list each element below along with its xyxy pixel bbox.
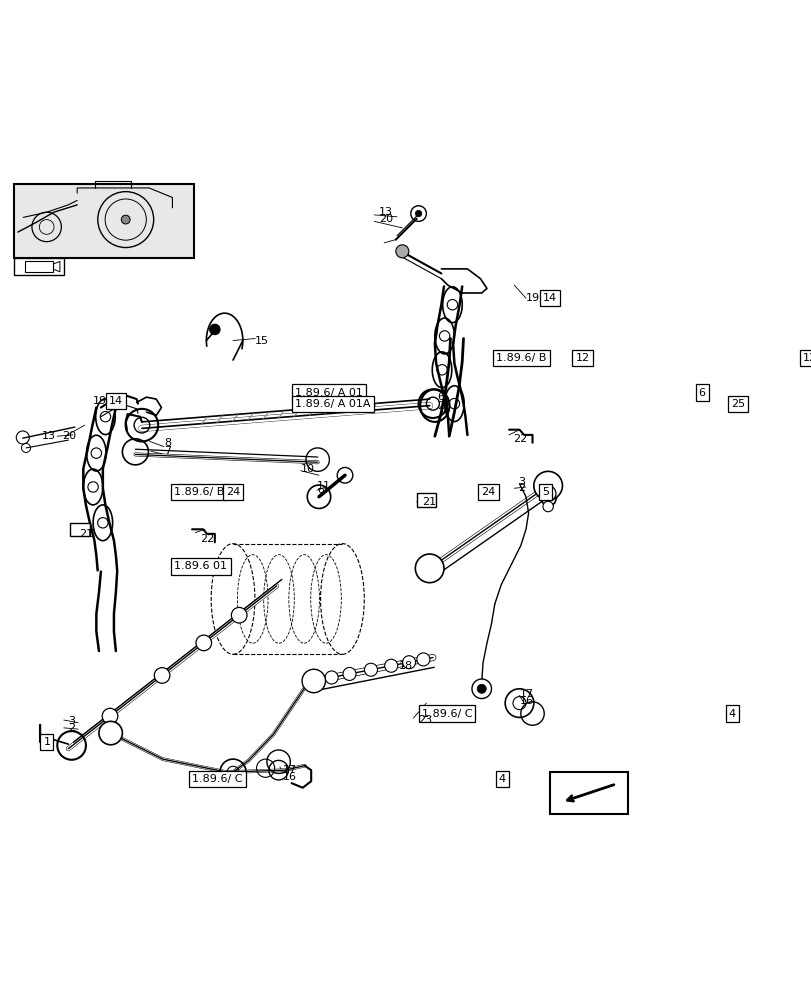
Text: 16: 16 [283,772,297,782]
Text: 7: 7 [164,446,171,456]
Text: 1: 1 [43,737,50,747]
Text: 5: 5 [542,487,548,497]
Text: 12: 12 [575,353,589,363]
Circle shape [414,210,422,217]
Circle shape [477,684,486,693]
Text: 1.89.6 01: 1.89.6 01 [174,561,227,571]
Text: 11: 11 [316,481,331,491]
Text: 1.89.6/ C: 1.89.6/ C [422,709,472,719]
Text: 20: 20 [62,431,76,441]
Circle shape [402,656,415,669]
Circle shape [414,554,444,583]
Text: 19: 19 [92,396,106,406]
Circle shape [416,653,429,666]
Text: 1.89.6/ B: 1.89.6/ B [496,353,546,363]
Text: 17: 17 [283,765,297,775]
Circle shape [324,671,337,684]
Text: 16: 16 [519,696,533,706]
Circle shape [302,669,325,693]
Text: 22: 22 [513,434,526,444]
Text: 2: 2 [517,483,525,493]
Text: 1.89.6/ C: 1.89.6/ C [192,774,242,784]
Bar [15,258,64,275]
Text: 13: 13 [379,207,393,217]
Text: 23: 23 [418,715,431,725]
Text: 15: 15 [255,336,269,346]
Circle shape [342,667,355,680]
Circle shape [195,635,212,651]
Text: 1.89.6/ B: 1.89.6/ B [174,487,225,497]
Text: 21: 21 [422,497,436,507]
Text: 19: 19 [526,293,539,303]
Text: 9: 9 [316,488,324,498]
Text: 6: 6 [697,388,705,398]
Text: 20: 20 [379,214,393,224]
Circle shape [209,324,220,335]
Text: 12: 12 [802,353,811,363]
Text: 3: 3 [68,716,75,726]
Circle shape [533,471,562,500]
Text: 25: 25 [730,399,744,409]
Text: 6: 6 [437,392,444,402]
Text: 1.89.6/ A 01: 1.89.6/ A 01 [294,388,363,398]
Text: 10: 10 [300,464,315,474]
Circle shape [384,659,397,672]
Text: 3: 3 [517,477,525,487]
Bar [24,261,54,272]
Circle shape [102,708,118,724]
Text: 22: 22 [200,534,214,544]
Text: 14: 14 [109,396,122,406]
Circle shape [99,721,122,745]
Bar [15,184,194,258]
Circle shape [543,501,552,512]
Text: 25: 25 [437,401,451,411]
Text: 24: 24 [481,487,495,497]
Text: 24: 24 [225,487,240,497]
Circle shape [395,245,408,258]
Text: 1.89.6/ A 01A: 1.89.6/ A 01A [294,399,370,409]
Bar [416,493,436,507]
Circle shape [539,486,556,501]
Bar [549,772,628,814]
Circle shape [154,668,169,683]
Text: 14: 14 [543,293,556,303]
Text: 17: 17 [519,689,533,699]
Circle shape [364,663,377,676]
Text: 4: 4 [498,774,505,784]
Circle shape [231,607,247,623]
Text: 21: 21 [79,529,93,539]
Bar [71,523,90,536]
Text: 2: 2 [68,723,75,733]
Text: 13: 13 [42,431,56,441]
Text: 8: 8 [164,438,171,448]
Circle shape [471,679,491,699]
Text: 4: 4 [727,709,735,719]
Circle shape [121,215,130,224]
Text: 18: 18 [398,661,412,671]
